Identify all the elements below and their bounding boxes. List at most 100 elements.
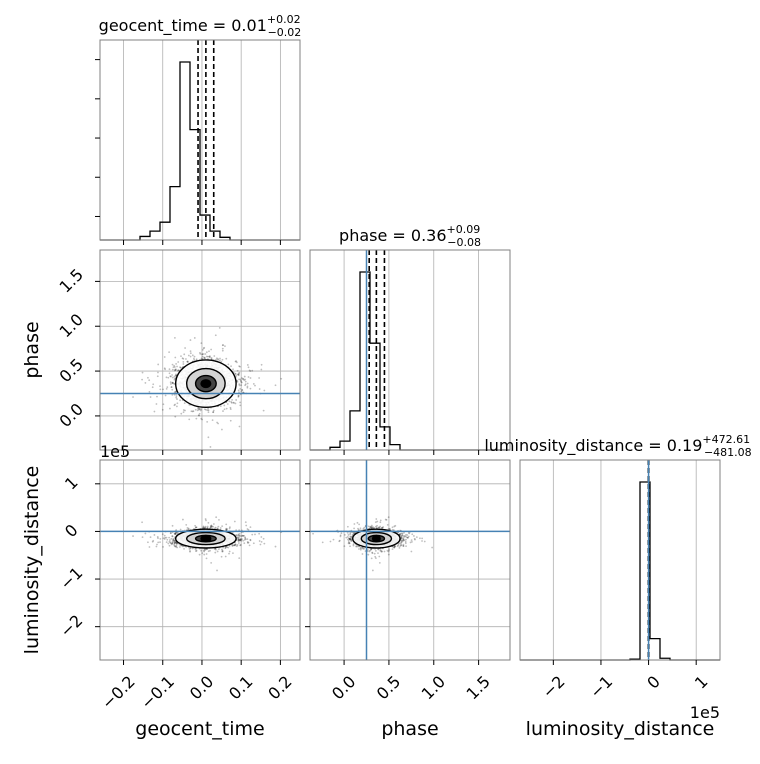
sample-point xyxy=(249,539,251,541)
sample-point xyxy=(229,551,231,553)
x-tick-label: 0.1 xyxy=(225,672,256,703)
sample-point xyxy=(189,550,191,552)
sample-point xyxy=(156,396,158,398)
sample-point xyxy=(258,377,260,379)
sample-point xyxy=(168,351,170,353)
sample-point xyxy=(379,521,381,523)
title-plus-luminosity_distance: +472.61 xyxy=(702,433,750,446)
sample-point xyxy=(222,348,224,350)
sample-point xyxy=(188,418,190,420)
sample-point xyxy=(229,526,231,528)
sample-point xyxy=(171,374,173,376)
sample-point xyxy=(152,541,154,543)
sample-point xyxy=(275,384,277,386)
sample-point xyxy=(238,372,240,374)
sample-point xyxy=(322,541,324,543)
title-main-phase: phase = 0.36 xyxy=(339,226,446,245)
sample-point xyxy=(238,378,240,380)
sample-point xyxy=(195,409,197,411)
sample-point xyxy=(227,363,229,365)
sample-point xyxy=(221,549,223,551)
sample-point xyxy=(222,350,224,352)
sample-point xyxy=(243,535,245,537)
sample-point xyxy=(232,552,234,554)
sample-point xyxy=(187,527,189,529)
scatter-phase-luminosity_distance xyxy=(310,460,510,660)
sample-point xyxy=(250,377,252,379)
sample-point xyxy=(260,369,262,371)
sample-point xyxy=(236,535,238,537)
sample-point xyxy=(132,535,134,537)
sample-point xyxy=(200,550,202,552)
sample-point xyxy=(190,352,192,354)
sample-point xyxy=(173,544,175,546)
sample-point xyxy=(157,375,159,377)
sample-point xyxy=(238,395,240,397)
sample-point xyxy=(159,541,161,543)
x-tick-label: 0 xyxy=(643,672,664,693)
sample-point xyxy=(263,410,265,412)
sample-point xyxy=(170,386,172,388)
frame-geocent_time-luminosity_distance xyxy=(100,460,300,660)
sample-point xyxy=(215,359,217,361)
sample-point xyxy=(159,388,161,390)
sample-point xyxy=(166,376,168,378)
sample-point xyxy=(232,368,234,370)
sample-point xyxy=(162,546,164,548)
hist-bar-phase xyxy=(390,445,400,450)
sample-point xyxy=(164,368,166,370)
sample-point xyxy=(219,358,221,360)
sample-point xyxy=(226,408,228,410)
sample-point xyxy=(260,544,262,546)
sample-point xyxy=(236,361,238,363)
title-main-geocent_time: geocent_time = 0.01 xyxy=(99,16,267,36)
sample-point xyxy=(231,399,233,401)
sample-point xyxy=(238,374,240,376)
sample-point xyxy=(176,398,178,400)
sample-point xyxy=(142,536,144,538)
sample-point xyxy=(162,388,164,390)
sample-point xyxy=(226,528,228,530)
sample-point xyxy=(218,548,220,550)
sample-point xyxy=(196,526,198,528)
sample-point xyxy=(246,538,248,540)
sample-point xyxy=(254,385,256,387)
sample-point xyxy=(238,557,240,559)
sample-point xyxy=(210,526,212,528)
sample-point xyxy=(157,364,159,366)
sample-point xyxy=(185,358,187,360)
sample-point xyxy=(237,370,239,372)
sample-point xyxy=(147,377,149,379)
sample-point xyxy=(227,403,229,405)
hist-bar-geocent_time xyxy=(150,231,160,240)
sample-point xyxy=(187,361,189,363)
sample-point xyxy=(212,411,214,413)
sample-point xyxy=(399,547,401,549)
sample-point xyxy=(177,361,179,363)
sample-point xyxy=(203,551,205,553)
sample-point xyxy=(261,541,263,543)
sample-point xyxy=(224,408,226,410)
sample-point xyxy=(190,356,192,358)
sample-point xyxy=(179,546,181,548)
sample-point xyxy=(424,541,426,543)
x-tick-label: −1 xyxy=(586,672,616,702)
sample-point xyxy=(245,381,247,383)
sample-point xyxy=(219,327,221,329)
sample-point xyxy=(198,409,200,411)
sample-point xyxy=(215,334,217,336)
title-plus-phase: +0.09 xyxy=(447,223,481,236)
sample-point xyxy=(166,537,168,539)
sample-point xyxy=(183,353,185,355)
sample-point xyxy=(207,522,209,524)
sample-point xyxy=(250,526,252,528)
sample-point xyxy=(169,541,171,543)
sample-point xyxy=(144,533,146,535)
sample-point xyxy=(215,516,217,518)
sample-point xyxy=(250,388,252,390)
sample-point xyxy=(192,354,194,356)
sample-point xyxy=(169,545,171,547)
sample-point xyxy=(375,518,377,520)
sample-point xyxy=(260,536,262,538)
